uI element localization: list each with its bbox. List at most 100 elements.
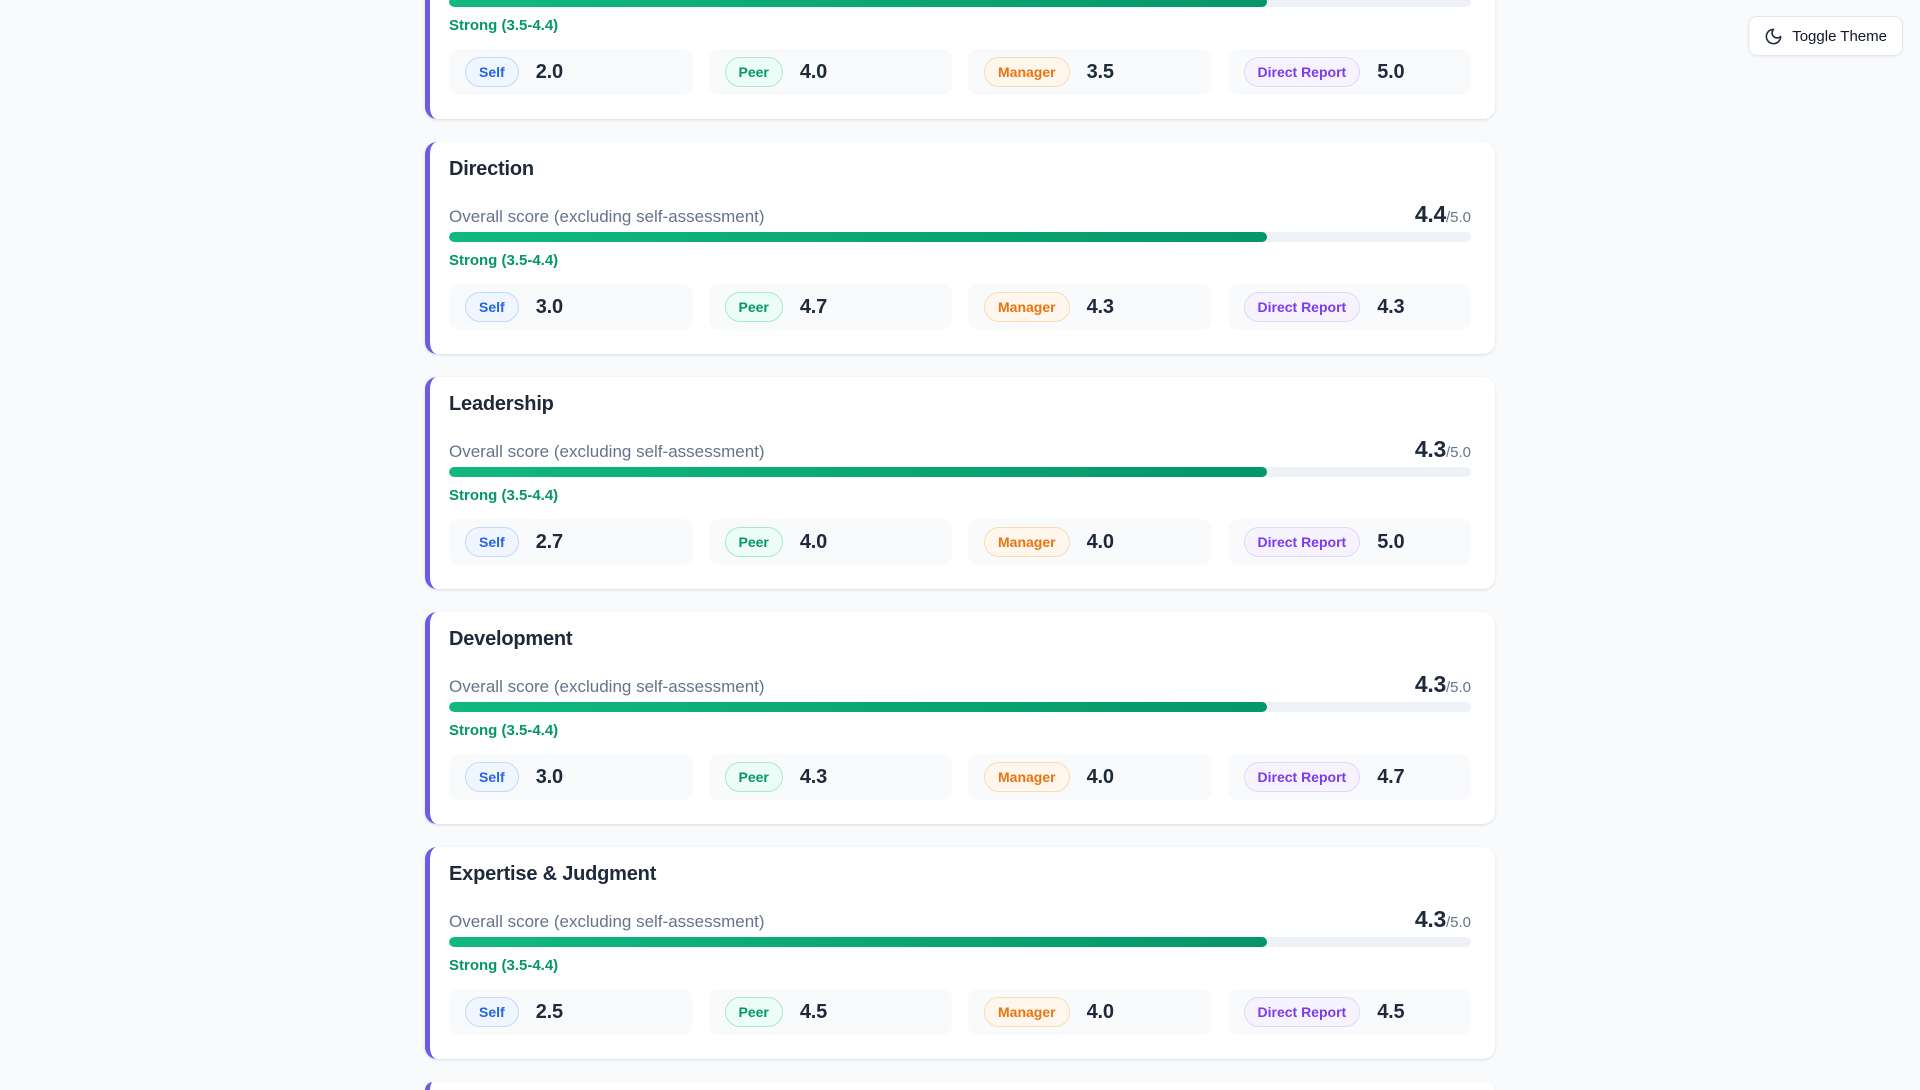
rating-band-label: Strong (3.5-4.4) (449, 252, 559, 269)
rater-score-value: 4.5 (1377, 1000, 1405, 1023)
card-header: Development Overall score (excluding sel… (449, 628, 1471, 698)
rater-badge-peer: Peer (724, 527, 783, 557)
rater-score-value: 5.0 (1377, 60, 1405, 83)
overall-score-value: 4.3/5.0 (1415, 436, 1471, 463)
rater-score-box: Manager 4.3 (968, 284, 1212, 330)
card-header: Direction Overall score (excluding self-… (449, 158, 1471, 228)
rater-score-box: Self 3.0 (449, 284, 693, 330)
score-progress-track (449, 232, 1471, 242)
toggle-theme-button[interactable]: Toggle Theme (1748, 16, 1903, 56)
rater-badge-direct_report: Direct Report (1243, 762, 1361, 792)
rater-score-value: 4.0 (1086, 530, 1114, 553)
overall-score-number: 4.3 (1414, 906, 1446, 932)
rater-score-box: Peer 4.7 (708, 284, 952, 330)
rater-score-row: Self 3.0 Peer 4.7 Manager 4.3 Direct Rep… (449, 284, 1471, 330)
overall-score-label: Overall score (excluding self-assessment… (449, 912, 765, 931)
card-header: Leadership Overall score (excluding self… (449, 393, 1471, 463)
rater-score-box: Direct Report 4.5 (1227, 989, 1471, 1035)
rater-score-value: 2.7 (535, 530, 563, 553)
rater-score-box: Direct Report 4.3 (1227, 284, 1471, 330)
rater-score-value: 4.5 (799, 1000, 828, 1023)
rater-score-value: 4.3 (1377, 295, 1405, 318)
rater-score-value: 3.5 (1086, 60, 1114, 83)
rater-badge-peer: Peer (724, 57, 783, 87)
rater-score-box: Self 3.0 (449, 754, 693, 800)
rater-badge-self: Self (465, 57, 519, 87)
score-progress-track (449, 467, 1471, 477)
rater-score-value: 4.7 (799, 295, 828, 318)
score-progress-track (449, 702, 1471, 712)
competency-card-list: Strong (3.5-4.4) Self 2.0 Peer 4.0 Manag… (425, 0, 1495, 1090)
score-progress-track (449, 937, 1471, 947)
rater-badge-manager: Manager (984, 292, 1070, 322)
rating-band-label: Strong (3.5-4.4) (449, 487, 559, 504)
rater-badge-direct_report: Direct Report (1243, 292, 1361, 322)
competency-card: Direction Overall score (excluding self-… (425, 142, 1495, 354)
competency-title: Expertise & Judgment (449, 863, 657, 885)
rater-badge-self: Self (465, 292, 519, 322)
competency-title: Leadership (449, 393, 554, 415)
overall-score-label: Overall score (excluding self-assessment… (449, 442, 765, 461)
overall-score-label: Overall score (excluding self-assessment… (449, 207, 765, 226)
rater-badge-peer: Peer (724, 997, 783, 1027)
score-progress-track (449, 0, 1471, 7)
rating-band-label: Strong (3.5-4.4) (449, 17, 559, 34)
overall-score-max: /5.0 (1445, 914, 1471, 931)
rater-score-box: Direct Report 5.0 (1227, 519, 1471, 565)
competency-card: Development Overall score (excluding sel… (425, 612, 1495, 824)
rater-score-row: Self 2.5 Peer 4.5 Manager 4.0 Direct Rep… (449, 989, 1471, 1035)
score-progress-fill (449, 467, 1267, 477)
rater-score-box: Direct Report 4.7 (1227, 754, 1471, 800)
rater-badge-manager: Manager (984, 997, 1070, 1027)
overall-score-value: 4.4/5.0 (1415, 201, 1471, 228)
overall-score-max: /5.0 (1445, 444, 1471, 461)
rater-badge-direct_report: Direct Report (1243, 527, 1361, 557)
rater-score-box: Manager 3.5 (968, 49, 1212, 95)
rater-score-value: 3.0 (535, 295, 563, 318)
rater-badge-direct_report: Direct Report (1243, 997, 1361, 1027)
competency-card (425, 1082, 1495, 1090)
rater-badge-self: Self (465, 527, 519, 557)
rater-badge-peer: Peer (724, 762, 783, 792)
rater-score-box: Manager 4.0 (968, 519, 1212, 565)
rater-score-value: 4.0 (799, 530, 828, 553)
rater-badge-direct_report: Direct Report (1243, 57, 1361, 87)
competency-title: Direction (449, 158, 534, 180)
overall-score-number: 4.3 (1414, 671, 1446, 697)
overall-score-value: 4.3/5.0 (1415, 671, 1471, 698)
rater-badge-manager: Manager (984, 57, 1070, 87)
rating-band-label: Strong (3.5-4.4) (449, 722, 559, 739)
rater-badge-self: Self (465, 762, 519, 792)
rater-score-box: Self 2.5 (449, 989, 693, 1035)
overall-score-max: /5.0 (1445, 209, 1471, 226)
rater-score-box: Peer 4.0 (708, 519, 952, 565)
score-progress-fill (449, 937, 1267, 947)
rater-score-box: Manager 4.0 (968, 754, 1212, 800)
rater-score-box: Peer 4.0 (708, 49, 952, 95)
rater-score-row: Self 2.0 Peer 4.0 Manager 3.5 Direct Rep… (449, 49, 1471, 95)
rater-score-value: 4.0 (799, 60, 828, 83)
competency-card: Leadership Overall score (excluding self… (425, 377, 1495, 589)
rater-badge-manager: Manager (984, 527, 1070, 557)
rater-score-value: 3.0 (535, 765, 563, 788)
moon-icon (1764, 27, 1783, 46)
overall-score-label: Overall score (excluding self-assessment… (449, 677, 765, 696)
rating-band-label: Strong (3.5-4.4) (449, 957, 559, 974)
score-progress-fill (449, 702, 1267, 712)
overall-score-value: 4.3/5.0 (1415, 906, 1471, 933)
rater-score-box: Peer 4.5 (708, 989, 952, 1035)
competency-title: Development (449, 628, 573, 650)
rater-score-box: Self 2.0 (449, 49, 693, 95)
rater-badge-peer: Peer (724, 292, 783, 322)
rater-score-box: Direct Report 5.0 (1227, 49, 1471, 95)
rater-badge-manager: Manager (984, 762, 1070, 792)
rater-score-value: 4.3 (799, 765, 828, 788)
rater-score-value: 5.0 (1377, 530, 1405, 553)
rater-score-value: 2.5 (535, 1000, 563, 1023)
score-progress-fill (449, 0, 1267, 7)
competency-card: Expertise & Judgment Overall score (excl… (425, 847, 1495, 1059)
rater-score-row: Self 2.7 Peer 4.0 Manager 4.0 Direct Rep… (449, 519, 1471, 565)
rater-score-box: Manager 4.0 (968, 989, 1212, 1035)
competency-card: Strong (3.5-4.4) Self 2.0 Peer 4.0 Manag… (425, 0, 1495, 119)
card-header: Expertise & Judgment Overall score (excl… (449, 863, 1471, 933)
